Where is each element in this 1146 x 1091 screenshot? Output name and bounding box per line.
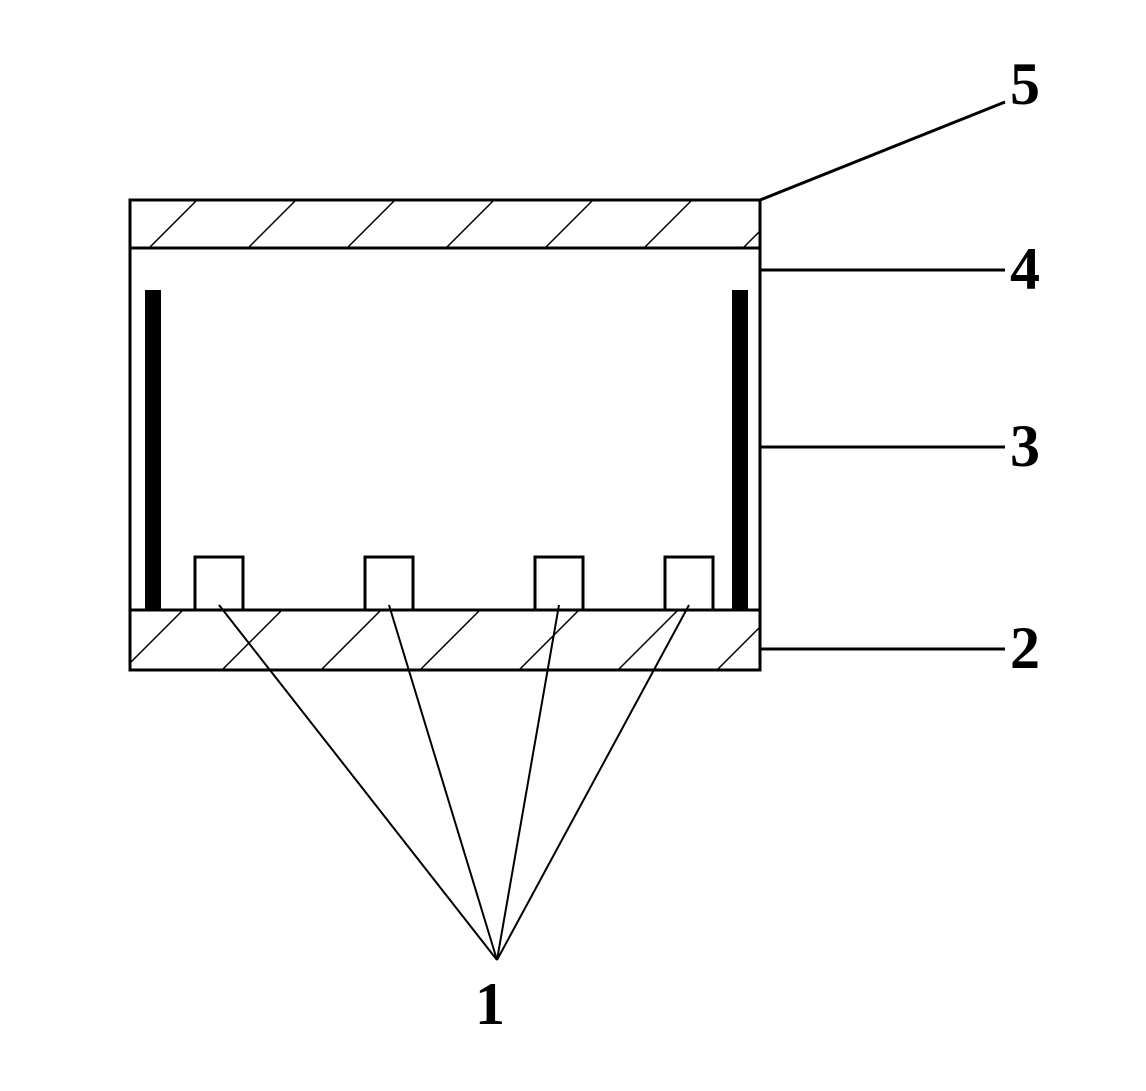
diagram-svg [0,0,1146,1086]
callout-label-3: 3 [1010,412,1040,481]
callout-label-4: 4 [1010,235,1040,304]
technical-diagram [0,0,1146,1086]
callout-label-2: 2 [1010,614,1040,683]
callout-label-5: 5 [1010,50,1040,119]
callout-label-1: 1 [475,970,505,1039]
